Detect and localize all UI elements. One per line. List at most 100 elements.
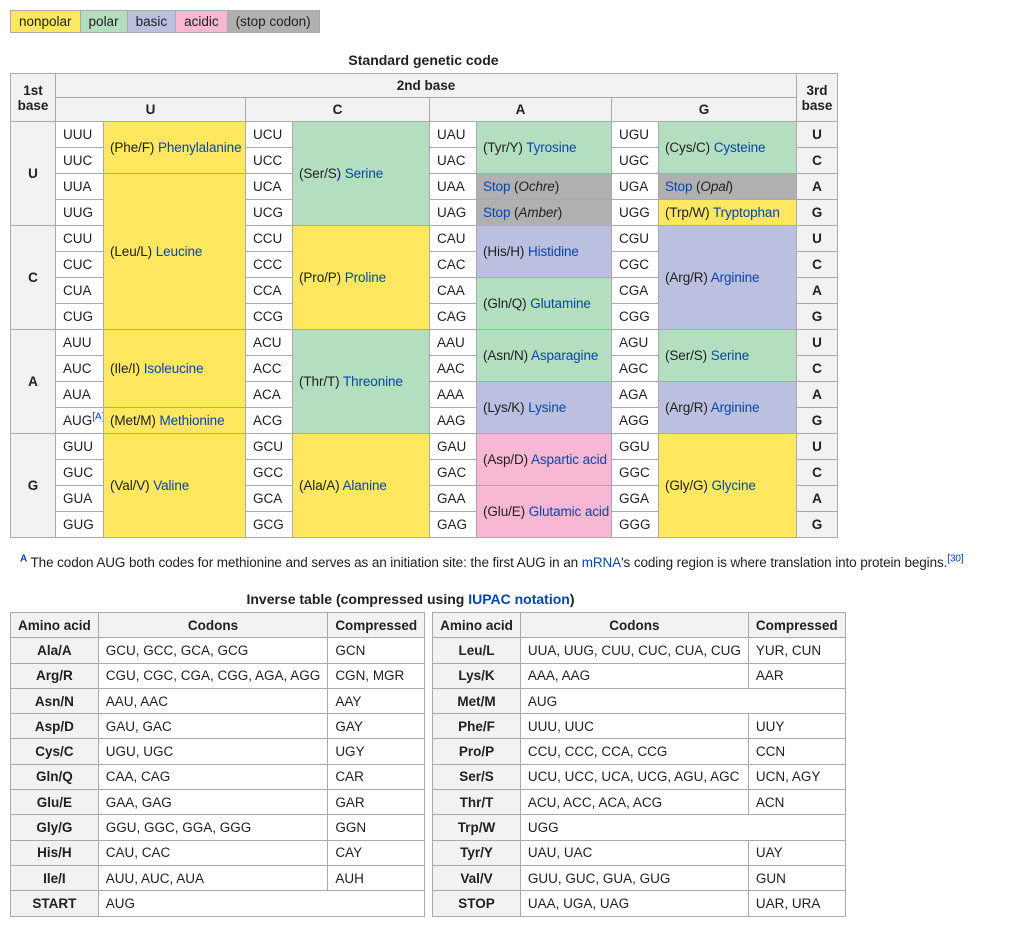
30-link[interactable]: [30] — [947, 553, 964, 565]
codon-cell-uac: UAC — [429, 147, 477, 174]
histidine-link[interactable]: Histidine — [527, 244, 579, 259]
tyrosine-link[interactable]: Tyrosine — [526, 140, 577, 155]
legend-item-stop-codon: (stop codon) — [226, 10, 320, 33]
codon-cell-cag: CAG — [429, 303, 477, 330]
amino-cell-stop: Stop (Opal) — [657, 173, 798, 200]
amino-cell-aspartic-acid: (Asp/D) Aspartic acid — [476, 433, 612, 486]
stop-link[interactable]: Stop — [483, 205, 511, 220]
lysine-link[interactable]: Lysine — [528, 400, 567, 415]
a-link[interactable]: [A] — [92, 411, 104, 423]
codons-cell: AAA, AAG — [519, 662, 749, 689]
text-segment: ) — [569, 591, 575, 607]
glycine-link[interactable]: Glycine — [711, 478, 756, 493]
isoleucine-link[interactable]: Isoleucine — [143, 361, 204, 376]
amino-cell-histidine: (His/H) Histidine — [476, 225, 612, 278]
codons-cell: CAU, CAC — [97, 839, 329, 866]
amino-cell-tyrosine: (Tyr/Y) Tyrosine — [476, 121, 612, 174]
codon-cell-acu: ACU — [245, 329, 293, 356]
legend-item-nonpolar: nonpolar — [10, 10, 81, 33]
amino-acid-cell-asn-n: Asn/N — [10, 687, 99, 715]
codon-cell-ggc: GGC — [611, 459, 659, 486]
phenylalanine-link[interactable]: Phenylalanine — [157, 140, 242, 155]
compressed-cell: GCN — [327, 637, 426, 664]
compressed-cell: ACN — [747, 789, 846, 816]
codon-cell-acg: ACG — [245, 407, 293, 434]
amino-cell-phenylalanine: (Phe/F) Phenylalanine — [103, 121, 246, 174]
mrna-link[interactable]: mRNA — [581, 555, 622, 570]
codon-cell-aca: ACA — [245, 381, 293, 408]
superscript-ref[interactable]: A — [20, 554, 27, 565]
third-base-cell-u: U — [796, 433, 839, 460]
superscript-ref[interactable]: [30] — [947, 554, 963, 565]
serine-link[interactable]: Serine — [710, 348, 750, 363]
stop-link[interactable]: Stop — [665, 179, 693, 194]
asparagine-link[interactable]: Asparagine — [530, 348, 599, 363]
header-cell-amino-acid: Amino acid — [432, 611, 521, 639]
arginine-link[interactable]: Arginine — [710, 270, 760, 285]
alanine-link[interactable]: Alanine — [342, 478, 387, 493]
amino-cell-stop: Stop (Ochre) — [476, 173, 612, 200]
codons-cell: AAU, AAC — [97, 687, 329, 715]
codon-cell-ccc: CCC — [245, 251, 293, 278]
polarity-legend: nonpolar polar basic acidic (stop codon) — [10, 10, 320, 33]
codons-cell: GGU, GGC, GGA, GGG — [97, 814, 329, 841]
aspartic-acid-link[interactable]: Aspartic acid — [530, 452, 607, 467]
text-segment: ) — [728, 179, 734, 194]
codon-cell-ugc: UGC — [611, 147, 659, 174]
codons-cell: UCU, UCC, UCA, UCG, AGU, AGC — [519, 763, 749, 791]
stop-link[interactable]: Stop — [483, 179, 511, 194]
third-base-cell-u: U — [796, 121, 839, 148]
amino-acid-cell-thr-t: Thr/T — [432, 789, 521, 816]
codons-cell: AUG — [519, 687, 846, 715]
codon-cell-uau: UAU — [429, 121, 477, 148]
glutamine-link[interactable]: Glutamine — [530, 296, 591, 311]
header-cell-compressed: Compressed — [327, 611, 426, 639]
methionine-link[interactable]: Methionine — [159, 413, 225, 428]
serine-link[interactable]: Serine — [344, 166, 384, 181]
codon-cell-gua: GUA — [55, 485, 104, 512]
proline-link[interactable]: Proline — [344, 270, 387, 285]
third-base-cell-a: A — [796, 277, 839, 304]
header-cell-1st-base: 1st base — [10, 73, 56, 122]
amino-cell-alanine: (Ala/A) Alanine — [292, 433, 430, 538]
codons-cell: UAA, UGA, UAG — [519, 890, 749, 917]
a-link[interactable]: A — [20, 553, 28, 565]
footnote-aug: A The codon AUG both codes for methionin… — [20, 554, 1024, 570]
compressed-cell: AUH — [327, 864, 426, 892]
codon-cell-cuu: CUU — [55, 225, 104, 252]
inverse-tables: Amino acid Codons Compressed Ala/A GCU, GCC,… — [10, 611, 846, 917]
codon-cell-auu: AUU — [55, 329, 104, 356]
codons-cell: GAU, GAC — [97, 713, 329, 740]
amino-cell-serine: (Ser/S) Serine — [657, 329, 798, 382]
text-segment: (Met/M) — [110, 413, 160, 428]
arginine-link[interactable]: Arginine — [710, 400, 760, 415]
iupac-notation-link[interactable]: IUPAC notation — [468, 591, 570, 607]
codon-cell-ccg: CCG — [245, 303, 293, 330]
third-base-cell-a: A — [796, 485, 839, 512]
amino-acid-cell-asp-d: Asp/D — [10, 713, 99, 740]
glutamic-acid-link[interactable]: Glutamic acid — [528, 504, 610, 519]
codons-cell: AUU, AUC, AUA — [97, 864, 329, 892]
text-segment: (Arg/R) — [665, 400, 711, 415]
amino-acid-cell-leu-l: Leu/L — [432, 637, 521, 664]
text-segment: Amber — [518, 205, 558, 220]
codons-cell: UUA, UUG, CUU, CUC, CUA, CUG — [519, 637, 749, 664]
compressed-cell: UAR, URA — [747, 890, 846, 917]
leucine-link[interactable]: Leucine — [155, 244, 203, 259]
threonine-link[interactable]: Threonine — [342, 374, 403, 389]
text-segment: (Ile/I) — [110, 361, 144, 376]
codon-cell-cug: CUG — [55, 303, 104, 330]
text-segment: (Val/V) — [110, 478, 154, 493]
amino-cell-isoleucine: (Ile/I) Isoleucine — [103, 329, 246, 408]
tryptophan-link[interactable]: Tryptophan — [712, 205, 780, 220]
superscript-ref[interactable]: [A] — [92, 411, 104, 423]
valine-link[interactable]: Valine — [153, 478, 190, 493]
inverse-table-caption: Inverse table (compressed using IUPAC no… — [10, 591, 811, 607]
text-segment: (Thr/T) — [299, 374, 343, 389]
legend-item-polar: polar — [79, 10, 128, 33]
compressed-cell: GAR — [327, 789, 426, 816]
text-segment: (Glu/E) — [483, 504, 529, 519]
amino-acid-cell-arg-r: Arg/R — [10, 662, 99, 689]
cysteine-link[interactable]: Cysteine — [713, 140, 766, 155]
